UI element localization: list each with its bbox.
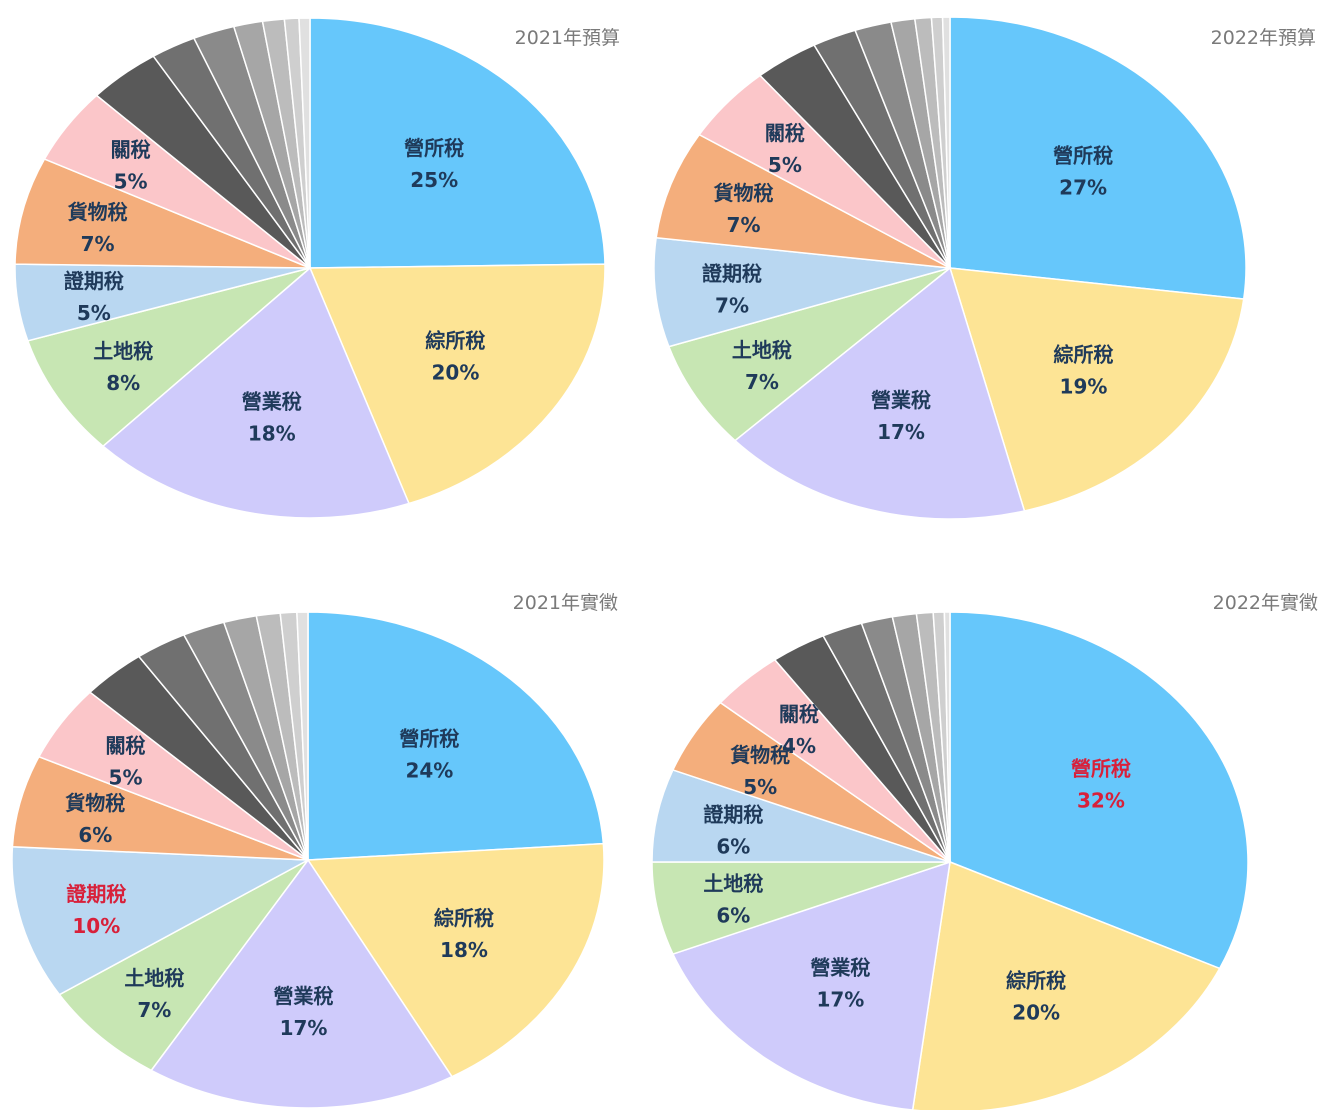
pie-slice-other xyxy=(941,16,951,269)
slice-label: 證期稅 xyxy=(703,802,763,826)
slice-label: 關稅 xyxy=(106,733,146,757)
slice-percentage: 5% xyxy=(114,170,148,194)
slice-percentage: 10% xyxy=(72,914,120,938)
slice-label: 關稅 xyxy=(765,121,805,145)
slice-percentage: 18% xyxy=(440,938,488,962)
slice-percentage: 18% xyxy=(248,421,296,445)
slice-label: 證期稅 xyxy=(702,261,762,285)
slice-percentage: 7% xyxy=(745,370,779,394)
pie-chart-2022-actual: 營所稅 32% 綜所稅 20% 營業稅 17% 土地稅 6% 證期稅 6% 貨物稅 5% 關稅 4% 20… xyxy=(651,592,1318,1110)
slice-percentage: 8% xyxy=(106,371,140,395)
slice-label: 證期稅 xyxy=(66,882,126,906)
slice-percentage: 27% xyxy=(1059,175,1107,199)
slice-percentage: 17% xyxy=(280,1016,328,1040)
pie-slice-other xyxy=(298,17,311,269)
pie-slice-3 xyxy=(26,267,311,448)
slice-label: 綜所稅 xyxy=(425,329,485,353)
pie-slice-0 xyxy=(309,17,606,269)
slice-label: 貨物稅 xyxy=(714,181,774,205)
slice-percentage: 24% xyxy=(405,758,453,782)
pie-chart-2021-actual: 營所稅 24% 綜所稅 18% 營業稅 17% 土地稅 7% 證期稅 10% 貨物稅 6% 關稅 5% 2… xyxy=(11,592,618,1109)
slice-percentage: 32% xyxy=(1077,789,1125,813)
pie-slice-2 xyxy=(101,266,410,519)
slice-percentage: 25% xyxy=(410,168,458,192)
pie-slice-1 xyxy=(911,860,1221,1110)
slice-label: 綜所稅 xyxy=(1053,342,1113,366)
slice-percentage: 4% xyxy=(782,734,816,758)
slice-percentage: 5% xyxy=(109,765,143,789)
slice-percentage: 6% xyxy=(716,834,750,858)
pie-slice-4 xyxy=(11,846,311,996)
slice-label: 關稅 xyxy=(111,138,151,162)
chart-title: 2022年預算 xyxy=(1211,27,1316,49)
pie-slice-0 xyxy=(307,611,605,861)
slice-label: 土地稅 xyxy=(124,966,184,990)
slice-label: 營業稅 xyxy=(871,388,931,412)
slice-label: 營所稅 xyxy=(1053,143,1113,167)
pie-slice-1 xyxy=(308,263,606,505)
pie-slice-1 xyxy=(306,842,605,1078)
slice-label: 關稅 xyxy=(779,702,819,726)
slice-label: 證期稅 xyxy=(64,269,124,293)
slice-label: 營業稅 xyxy=(274,984,334,1008)
pie-labels: 營所稅 25% 綜所稅 20% 營業稅 18% 土地稅 8% 證期稅 5% 貨物稅 7% 關稅 5% xyxy=(64,136,486,445)
slice-label: 營業稅 xyxy=(242,389,302,413)
slice-percentage: 17% xyxy=(816,988,864,1012)
pie-chart-2022-budget: 營所稅 27% 綜所稅 19% 營業稅 17% 土地稅 7% 證期稅 7% 貨物稅 7% 關稅 5% 20… xyxy=(653,16,1316,520)
pie-chart-2021-budget: 營所稅 25% 綜所稅 20% 營業稅 18% 土地稅 8% 證期稅 5% 貨物稅 7% 關稅 5% 20… xyxy=(14,17,620,519)
pie-slice-0 xyxy=(949,611,1249,970)
pie-slice-other xyxy=(943,611,951,863)
pie-slices xyxy=(651,611,1249,1110)
slice-percentage: 17% xyxy=(877,420,925,444)
slice-percentage: 7% xyxy=(81,232,115,256)
slice-label: 營所稅 xyxy=(399,726,459,750)
slice-label: 土地稅 xyxy=(93,339,153,363)
chart-title: 2021年預算 xyxy=(515,27,620,49)
pie-slices xyxy=(11,611,605,1109)
slice-label: 土地稅 xyxy=(703,872,763,896)
chart-title: 2022年實徵 xyxy=(1213,592,1318,614)
pie-slice-5 xyxy=(14,158,311,269)
slice-percentage: 5% xyxy=(743,775,777,799)
pie-slice-3 xyxy=(667,267,951,442)
slice-percentage: 20% xyxy=(431,361,479,385)
slice-percentage: 20% xyxy=(1012,1000,1060,1024)
slice-label: 貨物稅 xyxy=(730,743,790,767)
slice-label: 營業稅 xyxy=(810,956,870,980)
pie-slice-2 xyxy=(733,266,1026,520)
pie-slice-5 xyxy=(655,133,951,269)
pie-slice-4 xyxy=(653,236,951,348)
pie-labels: 營所稅 32% 綜所稅 20% 營業稅 17% 土地稅 6% 證期稅 6% 貨物稅 5% 關稅 4% xyxy=(703,702,1131,1024)
slice-label: 綜所稅 xyxy=(434,906,494,930)
pie-slice-1 xyxy=(948,267,1245,512)
slice-label: 貨物稅 xyxy=(68,200,128,224)
slice-percentage: 7% xyxy=(727,213,761,237)
slice-label: 營所稅 xyxy=(404,136,464,160)
pie-labels: 營所稅 27% 綜所稅 19% 營業稅 17% 土地稅 7% 證期稅 7% 貨物稅 7% 關稅 5% xyxy=(702,121,1113,444)
slice-percentage: 7% xyxy=(137,998,171,1022)
pie-labels: 營所稅 24% 綜所稅 18% 營業稅 17% 土地稅 7% 證期稅 10% 貨物稅 6% 關稅 5% xyxy=(65,726,494,1039)
pie-slice-2 xyxy=(150,858,454,1109)
slice-label: 貨物稅 xyxy=(65,791,125,815)
chart-title: 2021年實徵 xyxy=(513,592,618,614)
slice-label: 綜所稅 xyxy=(1006,968,1066,992)
slice-percentage: 6% xyxy=(78,823,112,847)
pie-slice-other xyxy=(296,611,309,861)
pie-slices xyxy=(14,17,606,519)
slice-percentage: 6% xyxy=(716,904,750,928)
slice-percentage: 19% xyxy=(1060,374,1108,398)
slice-percentage: 7% xyxy=(715,293,749,317)
slice-label: 營所稅 xyxy=(1071,757,1131,781)
pie-slice-0 xyxy=(949,16,1247,300)
pie-slices xyxy=(653,16,1247,520)
slice-percentage: 5% xyxy=(77,301,111,325)
pie-slice-2 xyxy=(671,860,951,1110)
pie-slice-3 xyxy=(58,859,309,1072)
slice-percentage: 5% xyxy=(768,153,802,177)
slice-label: 土地稅 xyxy=(732,338,792,362)
